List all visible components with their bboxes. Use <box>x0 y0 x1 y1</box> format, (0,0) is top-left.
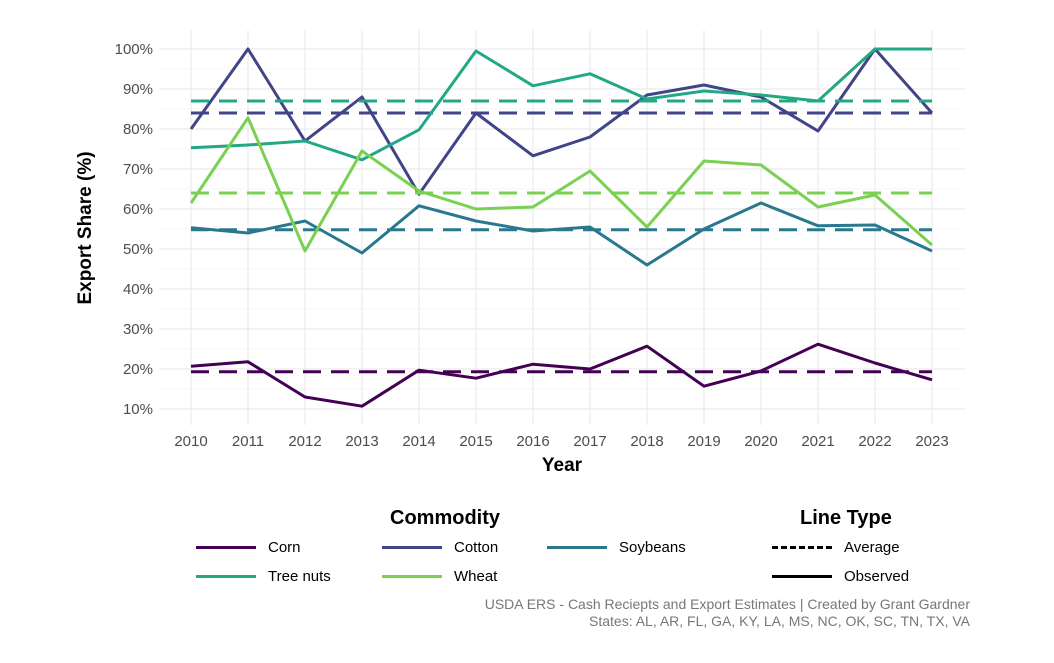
legend-key <box>382 575 442 578</box>
x-tick-label: 2012 <box>288 433 321 450</box>
y-tick-label: 100% <box>115 41 153 58</box>
y-axis-title: Export Share (%) <box>75 151 96 304</box>
x-tick-label: 2015 <box>459 433 492 450</box>
legend-item-observed: Observed <box>772 568 909 585</box>
legend-item-wheat: Wheat <box>382 568 497 585</box>
legend-item-tree-nuts: Tree nuts <box>196 568 331 585</box>
caption-states: States: AL, AR, FL, GA, KY, LA, MS, NC, … <box>589 613 970 629</box>
legend-key <box>196 575 256 578</box>
y-tick-label: 50% <box>123 241 153 258</box>
series-line-corn <box>190 342 933 408</box>
legend-linetype-title: Line Type <box>800 507 892 529</box>
legend-key <box>196 546 256 549</box>
legend-item-cotton: Cotton <box>382 539 498 556</box>
x-tick-label: 2021 <box>801 433 834 450</box>
x-tick-label: 2019 <box>687 433 720 450</box>
legend-item-average: Average <box>772 539 900 556</box>
legend-key <box>772 575 832 578</box>
x-tick-label: 2017 <box>573 433 606 450</box>
x-tick-label: 2023 <box>915 433 948 450</box>
y-tick-label: 10% <box>123 401 153 418</box>
legend-key <box>772 546 832 549</box>
legend-commodity-title: Commodity <box>390 507 500 529</box>
x-tick-label: 2014 <box>402 433 435 450</box>
y-tick-label: 80% <box>123 121 153 138</box>
y-tick-label: 70% <box>123 161 153 178</box>
legend-key <box>547 546 607 549</box>
x-tick-label: 2018 <box>630 433 663 450</box>
y-tick-label: 20% <box>123 361 153 378</box>
x-tick-label: 2010 <box>174 433 207 450</box>
series-line-soybeans <box>190 201 933 267</box>
series-line-cotton <box>189 47 934 196</box>
y-tick-label: 90% <box>123 81 153 98</box>
x-tick-label: 2022 <box>858 433 891 450</box>
y-tick-label: 30% <box>123 321 153 338</box>
y-tick-label: 40% <box>123 281 153 298</box>
legend-item-soybeans: Soybeans <box>547 539 686 556</box>
series-line-wheat <box>189 116 933 253</box>
y-tick-label: 60% <box>123 201 153 218</box>
series-line-tree-nuts <box>190 47 932 162</box>
x-tick-label: 2013 <box>345 433 378 450</box>
x-tick-label: 2020 <box>744 433 777 450</box>
caption-source: USDA ERS - Cash Reciepts and Export Esti… <box>484 596 970 612</box>
legend-item-corn: Corn <box>196 539 301 556</box>
legend-key <box>382 546 442 549</box>
x-tick-label: 2016 <box>516 433 549 450</box>
x-tick-label: 2011 <box>232 433 264 450</box>
x-axis-title: Year <box>542 455 583 476</box>
